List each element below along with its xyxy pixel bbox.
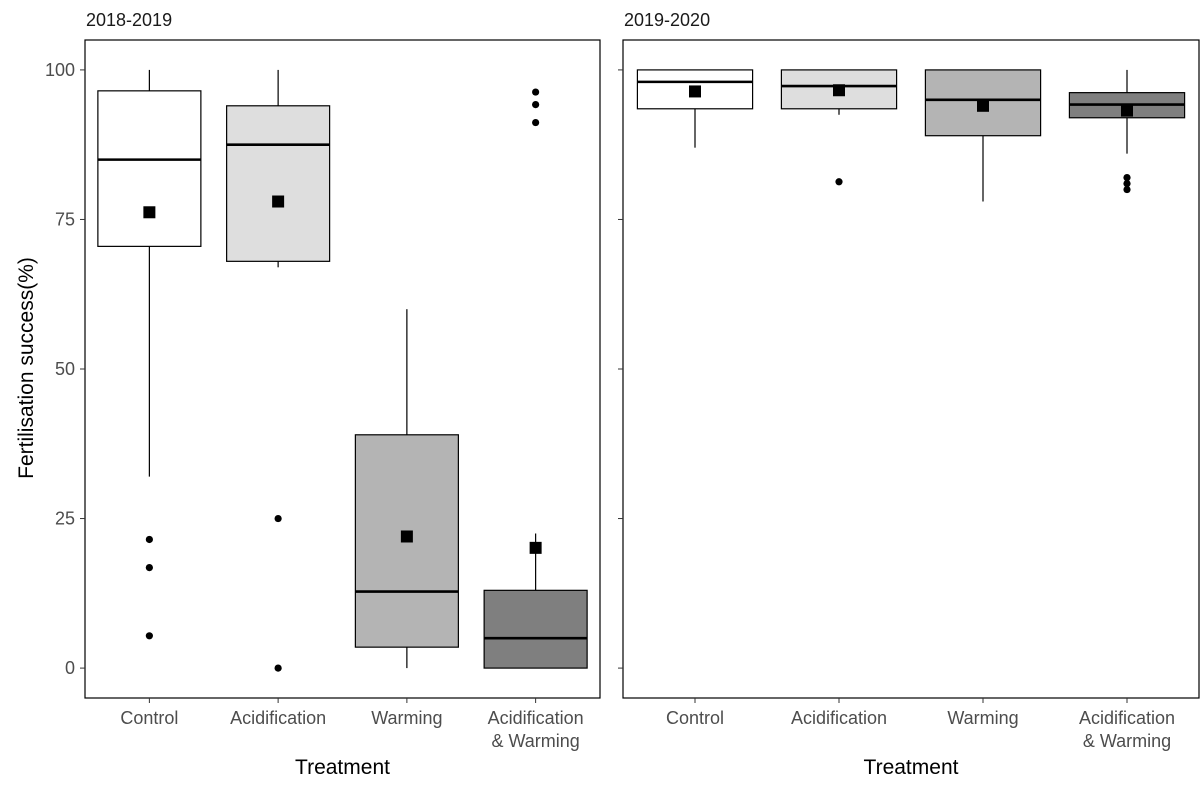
mean-marker bbox=[529, 541, 542, 554]
outlier-point bbox=[1123, 179, 1131, 188]
outlier-point bbox=[145, 563, 153, 572]
mean-marker bbox=[272, 195, 285, 208]
y-tick-label: 75 bbox=[55, 209, 75, 229]
mean-marker bbox=[1121, 104, 1133, 117]
outlier-point bbox=[274, 664, 282, 672]
panel-border bbox=[622, 39, 1200, 699]
outlier-point bbox=[1123, 173, 1131, 182]
x-axis-title: Treatment bbox=[295, 756, 390, 779]
x-tick-label: Warming bbox=[371, 708, 442, 728]
x-tick-label: Acidification bbox=[488, 708, 584, 728]
mean-marker bbox=[400, 530, 413, 543]
box-iqr bbox=[483, 589, 588, 669]
panel-title: 2018-2019 bbox=[86, 10, 172, 30]
mean-marker bbox=[689, 85, 701, 98]
x-tick-label: Control bbox=[120, 708, 178, 728]
outlier-point bbox=[145, 632, 153, 640]
outlier-point bbox=[532, 88, 540, 96]
mean-marker bbox=[833, 84, 845, 97]
outlier-point bbox=[835, 178, 843, 186]
box-iqr bbox=[226, 105, 331, 262]
box-iqr bbox=[636, 69, 754, 110]
x-tick-label: Acidification bbox=[791, 708, 887, 728]
y-tick-label: 0 bbox=[65, 658, 75, 678]
x-tick-label: Warming bbox=[947, 708, 1018, 728]
mean-marker bbox=[977, 99, 989, 112]
outlier-point bbox=[1123, 185, 1131, 194]
x-tick-label: & Warming bbox=[1083, 731, 1171, 751]
mean-marker bbox=[143, 206, 156, 219]
outlier-point bbox=[145, 535, 153, 544]
y-tick-label: 50 bbox=[55, 359, 75, 379]
outlier-point bbox=[532, 118, 540, 127]
x-tick-label: Control bbox=[666, 708, 724, 728]
outlier-point bbox=[532, 101, 540, 109]
y-tick-label: 100 bbox=[45, 60, 75, 80]
panel-title: 2019-2020 bbox=[624, 10, 710, 30]
x-tick-label: Acidification bbox=[1079, 708, 1175, 728]
y-axis-title: Fertilisation success(%) bbox=[15, 257, 38, 479]
y-tick-label: 25 bbox=[55, 509, 75, 529]
x-tick-label: & Warming bbox=[491, 731, 579, 751]
outlier-point bbox=[274, 514, 282, 523]
box-iqr bbox=[97, 90, 202, 247]
x-tick-label: Acidification bbox=[230, 708, 326, 728]
box-iqr bbox=[924, 69, 1042, 137]
x-axis-title: Treatment bbox=[864, 756, 959, 779]
